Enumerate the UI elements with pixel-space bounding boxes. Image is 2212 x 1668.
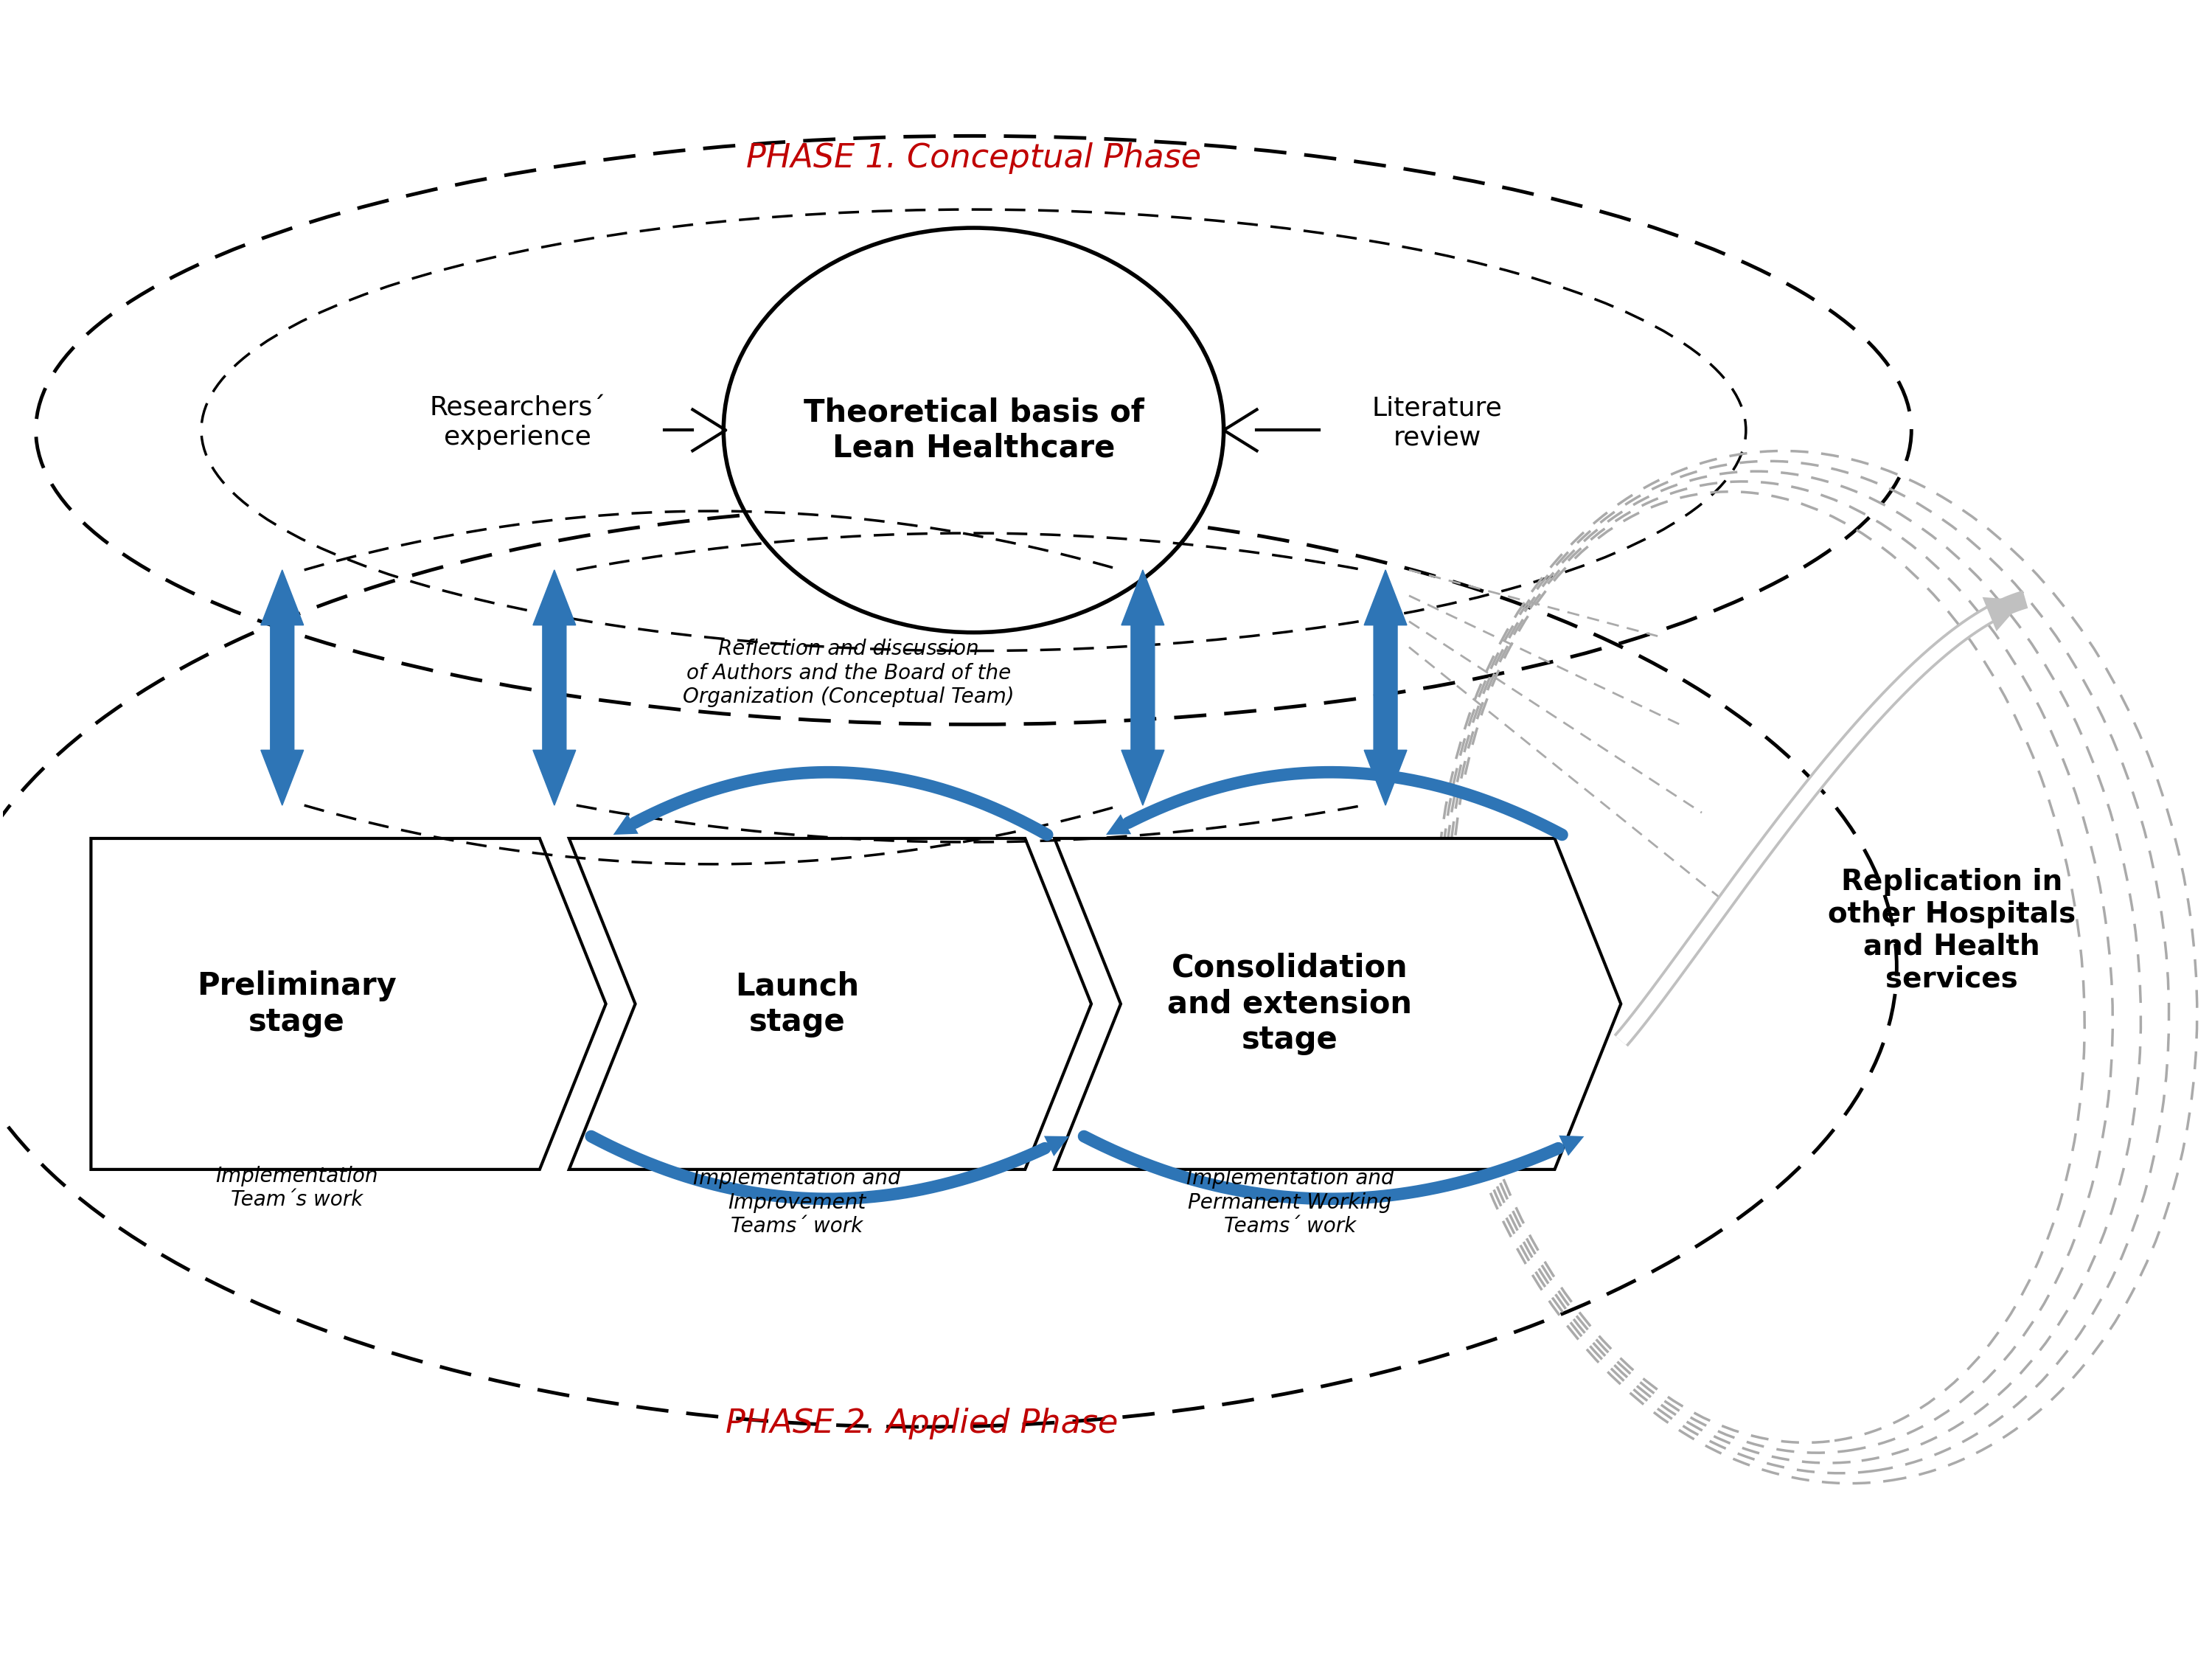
Text: Consolidation
and extension
stage: Consolidation and extension stage [1168,952,1411,1056]
Text: Reflection and discussion
of Authors and the Board of the
Organization (Conceptu: Reflection and discussion of Authors and… [684,639,1015,707]
Text: Implementation and
Permanent Working
Teams´ work: Implementation and Permanent Working Tea… [1186,1168,1394,1236]
Text: Implementation
Team´s work: Implementation Team´s work [215,1166,378,1209]
Text: Researchers´
experience: Researchers´ experience [429,395,606,450]
Polygon shape [1365,570,1407,806]
Text: PHASE 2. Applied Phase: PHASE 2. Applied Phase [726,1408,1119,1439]
Text: Theoretical basis of
Lean Healthcare: Theoretical basis of Lean Healthcare [803,397,1144,464]
Polygon shape [1055,839,1621,1169]
Ellipse shape [723,229,1223,632]
Polygon shape [533,570,575,806]
Text: Preliminary
stage: Preliminary stage [197,971,396,1037]
Polygon shape [568,839,1091,1169]
Text: PHASE 1. Conceptual Phase: PHASE 1. Conceptual Phase [745,142,1201,173]
Text: Replication in
other Hospitals
and Health
services: Replication in other Hospitals and Healt… [1827,867,2075,992]
Polygon shape [91,839,606,1169]
Polygon shape [261,570,303,806]
Text: Launch
stage: Launch stage [734,971,858,1037]
Text: Implementation and
Improvement
Teams´ work: Implementation and Improvement Teams´ wo… [692,1168,900,1236]
Text: Literature
review: Literature review [1371,395,1502,450]
Polygon shape [1121,570,1164,806]
